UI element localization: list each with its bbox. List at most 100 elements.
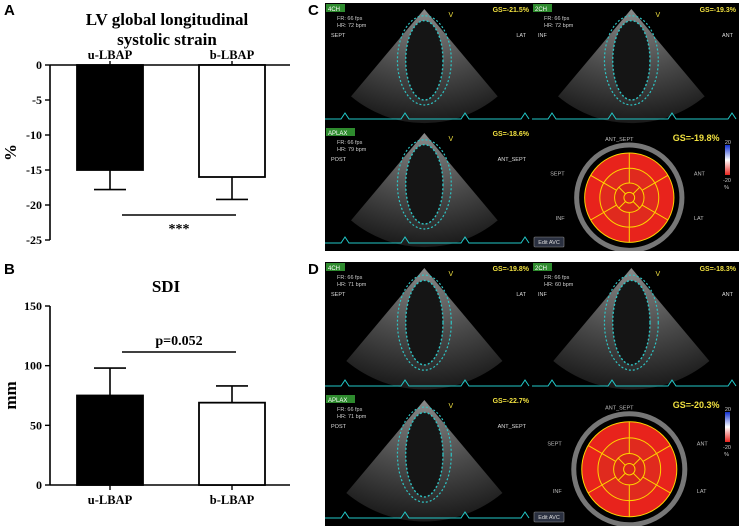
- edit-avc-button: [533, 511, 565, 523]
- global-strain-value: GS=-19.8%: [673, 133, 720, 143]
- color-scale: [725, 412, 730, 442]
- heart-rate: HR: 71 bpm: [337, 414, 367, 420]
- wall-label-right: ANT_SEPT: [498, 157, 527, 163]
- gs-value: GS=-18.6%: [493, 131, 530, 138]
- panel-letter-a: A: [4, 2, 15, 19]
- view-name: APLAX: [328, 398, 347, 404]
- heart-rate: HR: 72 bpm: [337, 23, 367, 29]
- view-tag: [326, 4, 345, 12]
- frame-rate: FR: 66 fps: [337, 407, 363, 413]
- frame-rate: FR: 66 fps: [337, 275, 363, 281]
- heart-rate: HR: 79 bpm: [337, 147, 367, 153]
- gs-value: GS=-21.5%: [493, 7, 530, 14]
- wall-label-left: INF: [538, 33, 548, 39]
- myocardium-outline: [396, 15, 452, 106]
- ecg-trace: [325, 236, 530, 244]
- frame-rate: FR: 66 fps: [337, 16, 363, 22]
- bullseye-apex: [623, 463, 636, 476]
- myocardium-outline: [603, 274, 659, 371]
- apex-marker: V: [449, 12, 454, 19]
- lv-cavity: [405, 143, 444, 225]
- x-tick-label: b-LBAP: [210, 493, 255, 507]
- view-name: APLAX: [328, 131, 347, 137]
- y-tick-label: -25: [26, 233, 42, 247]
- gs-value: GS=-18.3%: [700, 266, 737, 273]
- wall-label-left: SEPT: [331, 292, 346, 298]
- view-name: 2CH: [535, 7, 547, 13]
- bullseye-wall-label: ANT: [694, 171, 706, 177]
- myocardium-outline: [603, 15, 659, 106]
- color-scale: [725, 145, 730, 175]
- segment-divider: [590, 174, 617, 191]
- bullseye-wall-label: ANT_SEPT: [605, 137, 634, 143]
- bar-u-lbap: [76, 64, 144, 171]
- echo-panel-d: 4CH GS=-19.8% V FR: 66 fps HR: 71 bpm SEPT LAT…: [325, 262, 739, 526]
- lv-cavity: [405, 411, 444, 498]
- edit-avc-label: Edit AVC: [538, 515, 560, 521]
- significance-label: p=0.052: [155, 334, 202, 349]
- lv-cavity: [405, 279, 444, 366]
- gs-value: GS=-19.3%: [700, 7, 737, 14]
- chart-title: SDI: [152, 277, 181, 296]
- apex-marker: V: [449, 403, 454, 410]
- view-tag: [326, 128, 355, 136]
- bullseye-wall-label: SEPT: [547, 441, 562, 447]
- edit-avc-label: Edit AVC: [538, 240, 560, 246]
- heart-rate: HR: 72 bpm: [544, 23, 574, 29]
- y-tick-label: -5: [32, 93, 42, 107]
- segment-divider: [642, 476, 671, 494]
- x-tick-label: u-LBAP: [88, 48, 133, 62]
- chart-title: LV global longitudinal: [86, 10, 249, 29]
- y-tick-label: 0: [36, 478, 42, 492]
- bullseye-wall-label: INF: [556, 216, 566, 222]
- myocardium-outline: [396, 139, 452, 230]
- wall-label-left: POST: [331, 424, 347, 430]
- apex-marker: V: [449, 271, 454, 278]
- apex-marker: V: [449, 136, 454, 143]
- bullseye-ring: [574, 142, 685, 251]
- segment-divider: [587, 476, 616, 494]
- apex-marker: V: [656, 12, 661, 19]
- color-scale-min: -20: [723, 445, 731, 451]
- color-scale-min: -20: [723, 178, 731, 184]
- gs-value: GS=-22.7%: [493, 398, 530, 405]
- segment-divider: [642, 445, 671, 462]
- view-tag: [533, 4, 552, 12]
- bullseye-plot: GS=-19.8%ANT_SEPTANTSEPTLATINFPOST20-20%…: [533, 133, 731, 251]
- bullseye-wall-label: LAT: [697, 489, 707, 495]
- gs-value: GS=-19.8%: [493, 266, 530, 273]
- panel-letter-b: B: [4, 261, 15, 278]
- panel-letter-c: C: [308, 2, 319, 19]
- global-strain-value: GS=-20.3%: [673, 400, 720, 410]
- bar-b-lbap: [198, 401, 266, 486]
- view-tag: [326, 395, 355, 403]
- panel-letter-d: D: [308, 261, 319, 278]
- view-tag: [533, 263, 552, 271]
- ecg-trace: [325, 379, 530, 387]
- y-tick-label: 50: [30, 418, 42, 432]
- wall-label-left: INF: [538, 292, 548, 298]
- y-axis-label: %: [1, 144, 20, 161]
- segment-divider: [632, 472, 641, 481]
- color-scale-unit: %: [724, 452, 729, 458]
- chart-title: systolic strain: [117, 30, 217, 49]
- lv-cavity: [612, 19, 651, 101]
- heart-rate: HR: 71 bpm: [337, 282, 367, 288]
- wall-label-right: LAT: [516, 292, 526, 298]
- segment-divider: [641, 204, 669, 221]
- segment-divider: [618, 186, 626, 195]
- segment-divider: [632, 201, 641, 209]
- segment-divider: [641, 174, 669, 191]
- segment-divider: [617, 457, 626, 466]
- view-name: 4CH: [328, 266, 340, 272]
- segment-divider: [587, 445, 616, 462]
- sdi-bar-chart: SDI 0 50 100 150 mm u-LBAP b-LBAP p=0.052: [1, 277, 290, 507]
- myocardium-outline: [396, 406, 452, 503]
- ecg-trace: [532, 379, 737, 387]
- frame-rate: FR: 66 fps: [544, 16, 570, 22]
